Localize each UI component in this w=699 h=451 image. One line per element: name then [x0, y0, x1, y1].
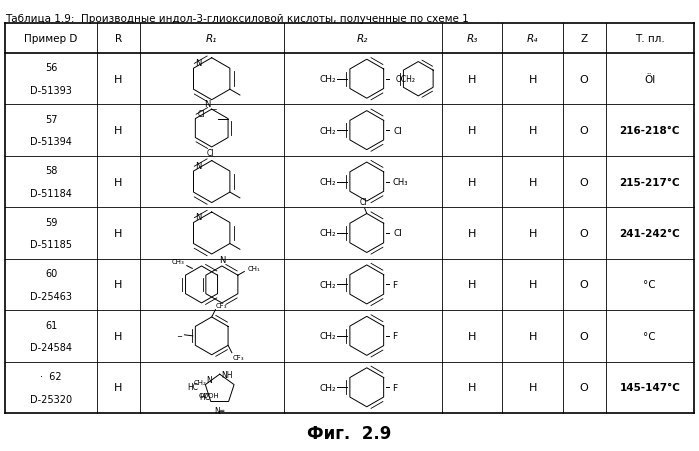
- Text: NH: NH: [221, 370, 233, 379]
- Text: Фиг.  2.9: Фиг. 2.9: [308, 424, 391, 442]
- Text: O: O: [580, 229, 589, 239]
- Text: F: F: [392, 281, 398, 289]
- Text: CH₂: CH₂: [320, 383, 337, 392]
- Text: 57: 57: [45, 115, 57, 124]
- Text: CH₂: CH₂: [320, 229, 337, 238]
- Text: R: R: [115, 34, 122, 44]
- Text: N: N: [196, 213, 202, 222]
- Text: Т. пл.: Т. пл.: [635, 34, 665, 44]
- Text: OCH₂: OCH₂: [395, 75, 415, 84]
- Text: °C: °C: [644, 331, 656, 341]
- Text: D-51185: D-51185: [30, 240, 72, 250]
- Text: D-51394: D-51394: [30, 137, 72, 147]
- Text: CH₃: CH₃: [392, 178, 408, 187]
- Text: R₁: R₁: [206, 34, 217, 44]
- Text: O: O: [580, 382, 589, 392]
- Text: CH₂: CH₂: [320, 281, 337, 289]
- Text: CF₃: CF₃: [232, 354, 244, 360]
- Text: F: F: [392, 331, 398, 341]
- Text: H: H: [528, 229, 537, 239]
- Text: Таблица 1.9:  Производные индол-3-глиоксиловой кислоты, полученные по схеме 1: Таблица 1.9: Производные индол-3-глиокси…: [5, 14, 469, 24]
- Text: ·  62: · 62: [41, 371, 62, 381]
- Text: O: O: [580, 126, 589, 136]
- Text: ─: ─: [177, 333, 181, 339]
- Text: 60: 60: [45, 268, 57, 279]
- Text: 61: 61: [45, 320, 57, 330]
- Text: 215-217°C: 215-217°C: [619, 177, 680, 187]
- Text: H: H: [115, 229, 122, 239]
- Text: H: H: [528, 280, 537, 290]
- Text: H: H: [468, 177, 477, 187]
- Text: H: H: [115, 177, 122, 187]
- Text: D-51393: D-51393: [30, 86, 72, 96]
- Text: R₄: R₄: [527, 34, 538, 44]
- Text: H: H: [528, 177, 537, 187]
- Text: Пример D: Пример D: [24, 34, 78, 44]
- Text: O: O: [580, 74, 589, 84]
- Text: D-51184: D-51184: [30, 189, 72, 198]
- Text: H: H: [468, 280, 477, 290]
- Text: F: F: [392, 383, 398, 392]
- Text: H: H: [115, 382, 122, 392]
- Text: Cl: Cl: [394, 126, 402, 135]
- Text: CH₂: CH₂: [194, 379, 207, 385]
- Text: CH₁: CH₁: [248, 265, 261, 271]
- Text: R₂: R₂: [357, 34, 368, 44]
- Text: CH₂: CH₂: [320, 178, 337, 187]
- Text: D-24584: D-24584: [30, 342, 72, 352]
- Text: 56: 56: [45, 63, 57, 73]
- Text: CH₂: CH₂: [320, 331, 337, 341]
- Text: Cl: Cl: [207, 149, 215, 158]
- Text: Z: Z: [581, 34, 588, 44]
- Text: H: H: [115, 126, 122, 136]
- Text: Cl: Cl: [394, 229, 402, 238]
- Text: °C: °C: [644, 280, 656, 290]
- Text: HC: HC: [187, 382, 199, 391]
- Text: N: N: [196, 162, 202, 170]
- Text: N: N: [206, 375, 212, 384]
- Text: COOH: COOH: [199, 392, 220, 398]
- Text: H: H: [468, 74, 477, 84]
- Text: N═: N═: [215, 406, 225, 415]
- Text: O: O: [580, 331, 589, 341]
- Text: D-25320: D-25320: [30, 394, 72, 404]
- Text: H: H: [468, 126, 477, 136]
- Text: R₃: R₃: [466, 34, 478, 44]
- Text: CH₂: CH₂: [320, 126, 337, 135]
- Text: CF₃: CF₃: [216, 303, 227, 308]
- Text: CH₂: CH₂: [320, 75, 337, 84]
- Text: 241-242°C: 241-242°C: [619, 229, 680, 239]
- Text: Cl: Cl: [197, 109, 205, 118]
- Text: H: H: [468, 382, 477, 392]
- Text: H: H: [528, 331, 537, 341]
- Text: 59: 59: [45, 217, 57, 227]
- Text: O: O: [580, 177, 589, 187]
- Text: H: H: [115, 331, 122, 341]
- Text: Öl: Öl: [644, 74, 656, 84]
- Text: Cl: Cl: [360, 198, 368, 207]
- Text: D-25463: D-25463: [30, 291, 72, 301]
- Text: HC: HC: [199, 391, 210, 400]
- Text: 58: 58: [45, 166, 57, 176]
- Text: 145-147°C: 145-147°C: [619, 382, 680, 392]
- Text: H: H: [528, 382, 537, 392]
- Text: H: H: [528, 74, 537, 84]
- Text: H: H: [115, 74, 122, 84]
- Text: H: H: [528, 126, 537, 136]
- Text: N: N: [204, 99, 210, 108]
- Text: CH₃: CH₃: [171, 258, 184, 264]
- Text: H: H: [468, 331, 477, 341]
- Text: H: H: [115, 280, 122, 290]
- Text: N: N: [196, 59, 202, 68]
- Text: O: O: [580, 280, 589, 290]
- Text: 216-218°C: 216-218°C: [619, 126, 680, 136]
- Text: H: H: [468, 229, 477, 239]
- Text: N: N: [219, 256, 225, 265]
